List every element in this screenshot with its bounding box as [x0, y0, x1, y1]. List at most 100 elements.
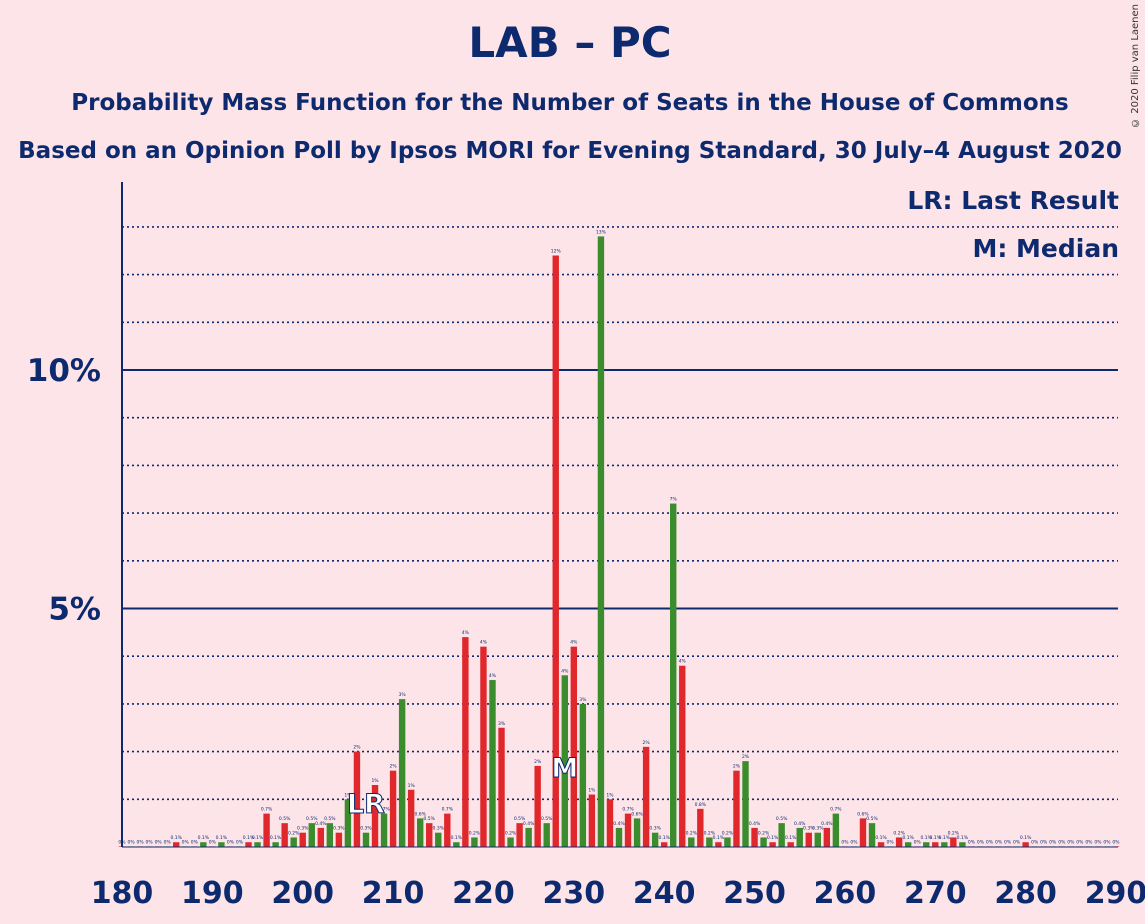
bar-value-label: 0.1% [785, 835, 797, 841]
bar-value-label: 4% [480, 640, 488, 646]
bar [814, 832, 821, 847]
bar [480, 646, 487, 847]
bar [950, 837, 957, 847]
bar-value-label: 0.5% [866, 816, 878, 822]
grid-lines [122, 226, 1118, 801]
bar-value-label: 0.4% [523, 821, 535, 827]
bar [344, 799, 352, 847]
bar-value-label: 0% [1067, 839, 1075, 845]
bar [787, 842, 794, 847]
x-tick-label: 290 [1085, 876, 1145, 911]
bar [877, 842, 885, 847]
x-tick-label: 260 [814, 876, 877, 911]
bar [362, 832, 370, 847]
bar [516, 823, 523, 847]
bar-value-label: 0.1% [921, 835, 933, 841]
bar [697, 808, 704, 847]
bar-value-label: 0% [182, 839, 190, 845]
bar [489, 680, 496, 847]
bar [263, 813, 270, 847]
bar-value-label: 1% [371, 778, 379, 784]
bar [317, 827, 324, 847]
bar [959, 842, 966, 847]
bar-value-label: 0.2% [288, 830, 300, 836]
bar [769, 842, 776, 847]
bar-value-label: 0.7% [261, 807, 273, 813]
bar-value-label: 0.3% [333, 826, 345, 832]
bar-value-label: 0.2% [893, 830, 905, 836]
legend-median: M: Median [972, 234, 1119, 263]
bar [462, 637, 469, 847]
bar-value-label: 0.3% [360, 826, 372, 832]
bar [281, 823, 288, 847]
bar [299, 832, 306, 847]
bar [923, 842, 930, 847]
legend-last-result: LR: Last Result [907, 186, 1119, 215]
bar-value-label: 0% [1112, 839, 1120, 845]
bar-value-label: 1% [344, 792, 352, 798]
bar-value-label: 0.7% [378, 807, 390, 813]
bar [932, 842, 939, 847]
bar-value-label: 0.4% [749, 821, 761, 827]
bar [724, 837, 731, 847]
bar-value-label: 0.2% [704, 830, 716, 836]
bar [507, 837, 514, 847]
bar-value-label: 0% [977, 839, 985, 845]
bar [715, 842, 722, 847]
bar [651, 832, 659, 847]
bar [796, 827, 803, 847]
bar-value-label: 0.3% [649, 826, 661, 832]
bar-value-label: 0% [227, 839, 235, 845]
bar [407, 789, 415, 847]
bar-value-label: 2% [390, 764, 398, 770]
chart-subtitle: Probability Mass Function for the Number… [71, 90, 1069, 116]
bar-value-label: 0% [155, 839, 163, 845]
bar [254, 842, 261, 847]
bar [173, 842, 180, 847]
x-tick-label: 280 [994, 876, 1057, 911]
bar-value-label: 0.1% [252, 835, 264, 841]
bar-value-label: 0.5% [324, 816, 336, 822]
bar-value-label: 0% [164, 839, 172, 845]
bar-value-label: 0% [914, 839, 922, 845]
bar [380, 813, 388, 847]
bar [868, 823, 876, 847]
bar [588, 794, 596, 847]
bar [688, 837, 695, 847]
bar-value-label: 0% [1085, 839, 1093, 845]
bar-value-label: 4% [679, 659, 687, 665]
bar-value-label: 2% [534, 759, 542, 765]
bar [679, 665, 686, 847]
bar [417, 818, 424, 847]
x-tick-label: 250 [723, 876, 786, 911]
bar [859, 818, 867, 847]
bar-value-label: 0% [137, 839, 145, 845]
bar-value-label: 0.1% [1020, 835, 1032, 841]
bar [904, 842, 912, 847]
bar-value-label: 1% [588, 788, 596, 794]
bar-value-label: 0% [841, 839, 849, 845]
bar-value-label: 0.1% [767, 835, 779, 841]
bar-value-label: 0.2% [722, 830, 734, 836]
x-tick-label: 240 [633, 876, 696, 911]
bar [426, 823, 433, 847]
bar [525, 827, 532, 847]
bar-value-label: 0% [1004, 839, 1012, 845]
bar-value-label: 0% [850, 839, 858, 845]
bar-value-label: 0.7% [830, 807, 842, 813]
bar [606, 799, 614, 847]
bar-value-label: 0% [1049, 839, 1057, 845]
bar [218, 842, 225, 847]
bar-value-label: 4% [570, 640, 578, 646]
x-tick-label: 270 [904, 876, 967, 911]
bar [389, 770, 397, 847]
bar-value-label: 0.1% [170, 835, 182, 841]
bar-value-label: 3% [579, 697, 587, 703]
bar-value-label: 0% [191, 839, 199, 845]
x-tick-label: 180 [91, 876, 154, 911]
bar [272, 842, 279, 847]
bars: 0%0%0%0.1%0%0%0%0.1%0.7%0.5%0.3%0.4%0.3%… [118, 229, 1120, 847]
bar-value-label: 0.1% [875, 835, 887, 841]
bar-value-label: 0.2% [505, 830, 517, 836]
bar [290, 837, 297, 847]
